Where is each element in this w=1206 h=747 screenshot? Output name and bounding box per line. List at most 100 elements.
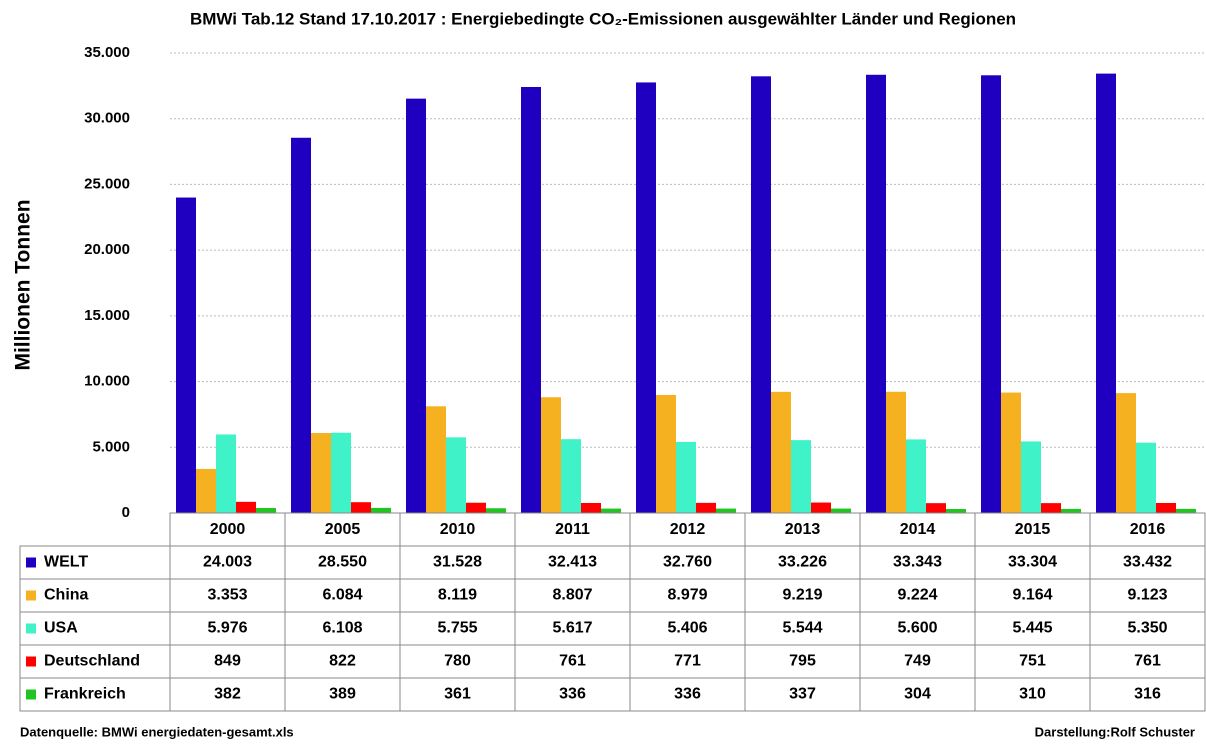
bar [1116, 393, 1136, 513]
y-axis-label: Millionen Tonnen [12, 199, 35, 370]
legend-swatch [26, 557, 36, 568]
bar [1061, 508, 1081, 513]
x-tick-label: 2014 [900, 521, 936, 538]
bar [351, 502, 371, 513]
bar [601, 508, 621, 513]
bar [676, 441, 696, 513]
table-value: 389 [329, 686, 356, 703]
y-tick-label: 5.000 [92, 438, 130, 455]
bar [926, 503, 946, 513]
bar [716, 508, 736, 513]
bar [291, 137, 311, 513]
table-value: 33.304 [1008, 554, 1057, 571]
table-value: 28.550 [318, 554, 367, 571]
bar [466, 502, 486, 513]
bar [521, 87, 541, 513]
legend-label: Deutschland [44, 653, 140, 670]
y-tick-label: 15.000 [84, 307, 130, 324]
x-tick-label: 2015 [1015, 521, 1051, 538]
x-tick-label: 2011 [555, 521, 590, 538]
table-value: 5.406 [667, 620, 707, 637]
bar [751, 76, 771, 513]
table-value: 9.219 [782, 587, 822, 604]
table-value: 5.600 [897, 620, 937, 637]
bar [906, 439, 926, 513]
bar [311, 433, 331, 513]
bar [981, 75, 1001, 513]
y-tick-label: 10.000 [84, 373, 130, 390]
bar [256, 507, 276, 513]
table-value: 771 [674, 653, 701, 670]
table-value: 336 [559, 686, 586, 703]
table-value: 761 [559, 653, 586, 670]
table-value: 5.445 [1012, 620, 1052, 637]
bar [656, 394, 676, 513]
table-value: 795 [789, 653, 816, 670]
table-value: 8.979 [667, 587, 707, 604]
y-tick-label: 20.000 [84, 241, 130, 258]
bar [1041, 503, 1061, 513]
legend-label: USA [44, 620, 78, 637]
bar [831, 508, 851, 513]
table-value: 5.544 [782, 620, 822, 637]
table-row [19, 677, 1206, 712]
table-value: 361 [444, 686, 471, 703]
legend-label: Frankreich [44, 686, 126, 703]
bar [1136, 442, 1156, 513]
table-value: 9.123 [1127, 587, 1167, 604]
table-value: 5.755 [437, 620, 477, 637]
bar [771, 391, 791, 513]
legend-swatch [26, 689, 36, 700]
legend-swatch [26, 656, 36, 667]
table-value: 32.413 [548, 554, 597, 571]
bar [561, 439, 581, 513]
bar [331, 432, 351, 513]
table-value: 6.108 [322, 620, 362, 637]
bar [176, 197, 196, 514]
table-value: 33.226 [778, 554, 827, 571]
y-tick-label: 35.000 [84, 44, 130, 61]
bar [426, 406, 446, 513]
table-value: 33.432 [1123, 554, 1172, 571]
bar [946, 509, 966, 513]
x-tick-label: 2005 [325, 521, 361, 538]
table-value: 822 [329, 653, 356, 670]
source-note: Datenquelle: BMWi energiedaten-gesamt.xl… [20, 724, 294, 739]
table-value: 8.807 [552, 587, 592, 604]
table-value: 32.760 [663, 554, 712, 571]
table-value: 316 [1134, 686, 1161, 703]
bar [1021, 441, 1041, 513]
bar [866, 74, 886, 514]
table-value: 5.350 [1127, 620, 1167, 637]
table-value: 24.003 [203, 554, 252, 571]
bar [1156, 502, 1176, 513]
y-tick-label: 0 [122, 504, 130, 521]
table-value: 337 [789, 686, 816, 703]
table-value: 33.343 [893, 554, 942, 571]
bar [1001, 392, 1021, 513]
table-value: 5.976 [207, 620, 247, 637]
table-value: 3.353 [207, 587, 247, 604]
table-value: 749 [904, 653, 931, 670]
table-value: 310 [1019, 686, 1046, 703]
table-value: 9.224 [897, 587, 937, 604]
bar [636, 82, 656, 513]
bar [791, 440, 811, 513]
table-value: 849 [214, 653, 241, 670]
x-tick-label: 2016 [1130, 521, 1166, 538]
table-value: 9.164 [1012, 587, 1052, 604]
table-value: 5.617 [552, 620, 592, 637]
bar [486, 508, 506, 513]
bar [236, 501, 256, 513]
table-value: 31.528 [433, 554, 482, 571]
bar [581, 502, 601, 513]
chart-title: BMWi Tab.12 Stand 17.10.2017 : Energiebe… [190, 9, 1016, 28]
bar [811, 502, 831, 513]
bar [446, 437, 466, 513]
bar [406, 98, 426, 513]
bar [1176, 508, 1196, 513]
table-value: 382 [214, 686, 241, 703]
x-tick-label: 2012 [670, 521, 706, 538]
legend-label: WELT [44, 554, 88, 571]
